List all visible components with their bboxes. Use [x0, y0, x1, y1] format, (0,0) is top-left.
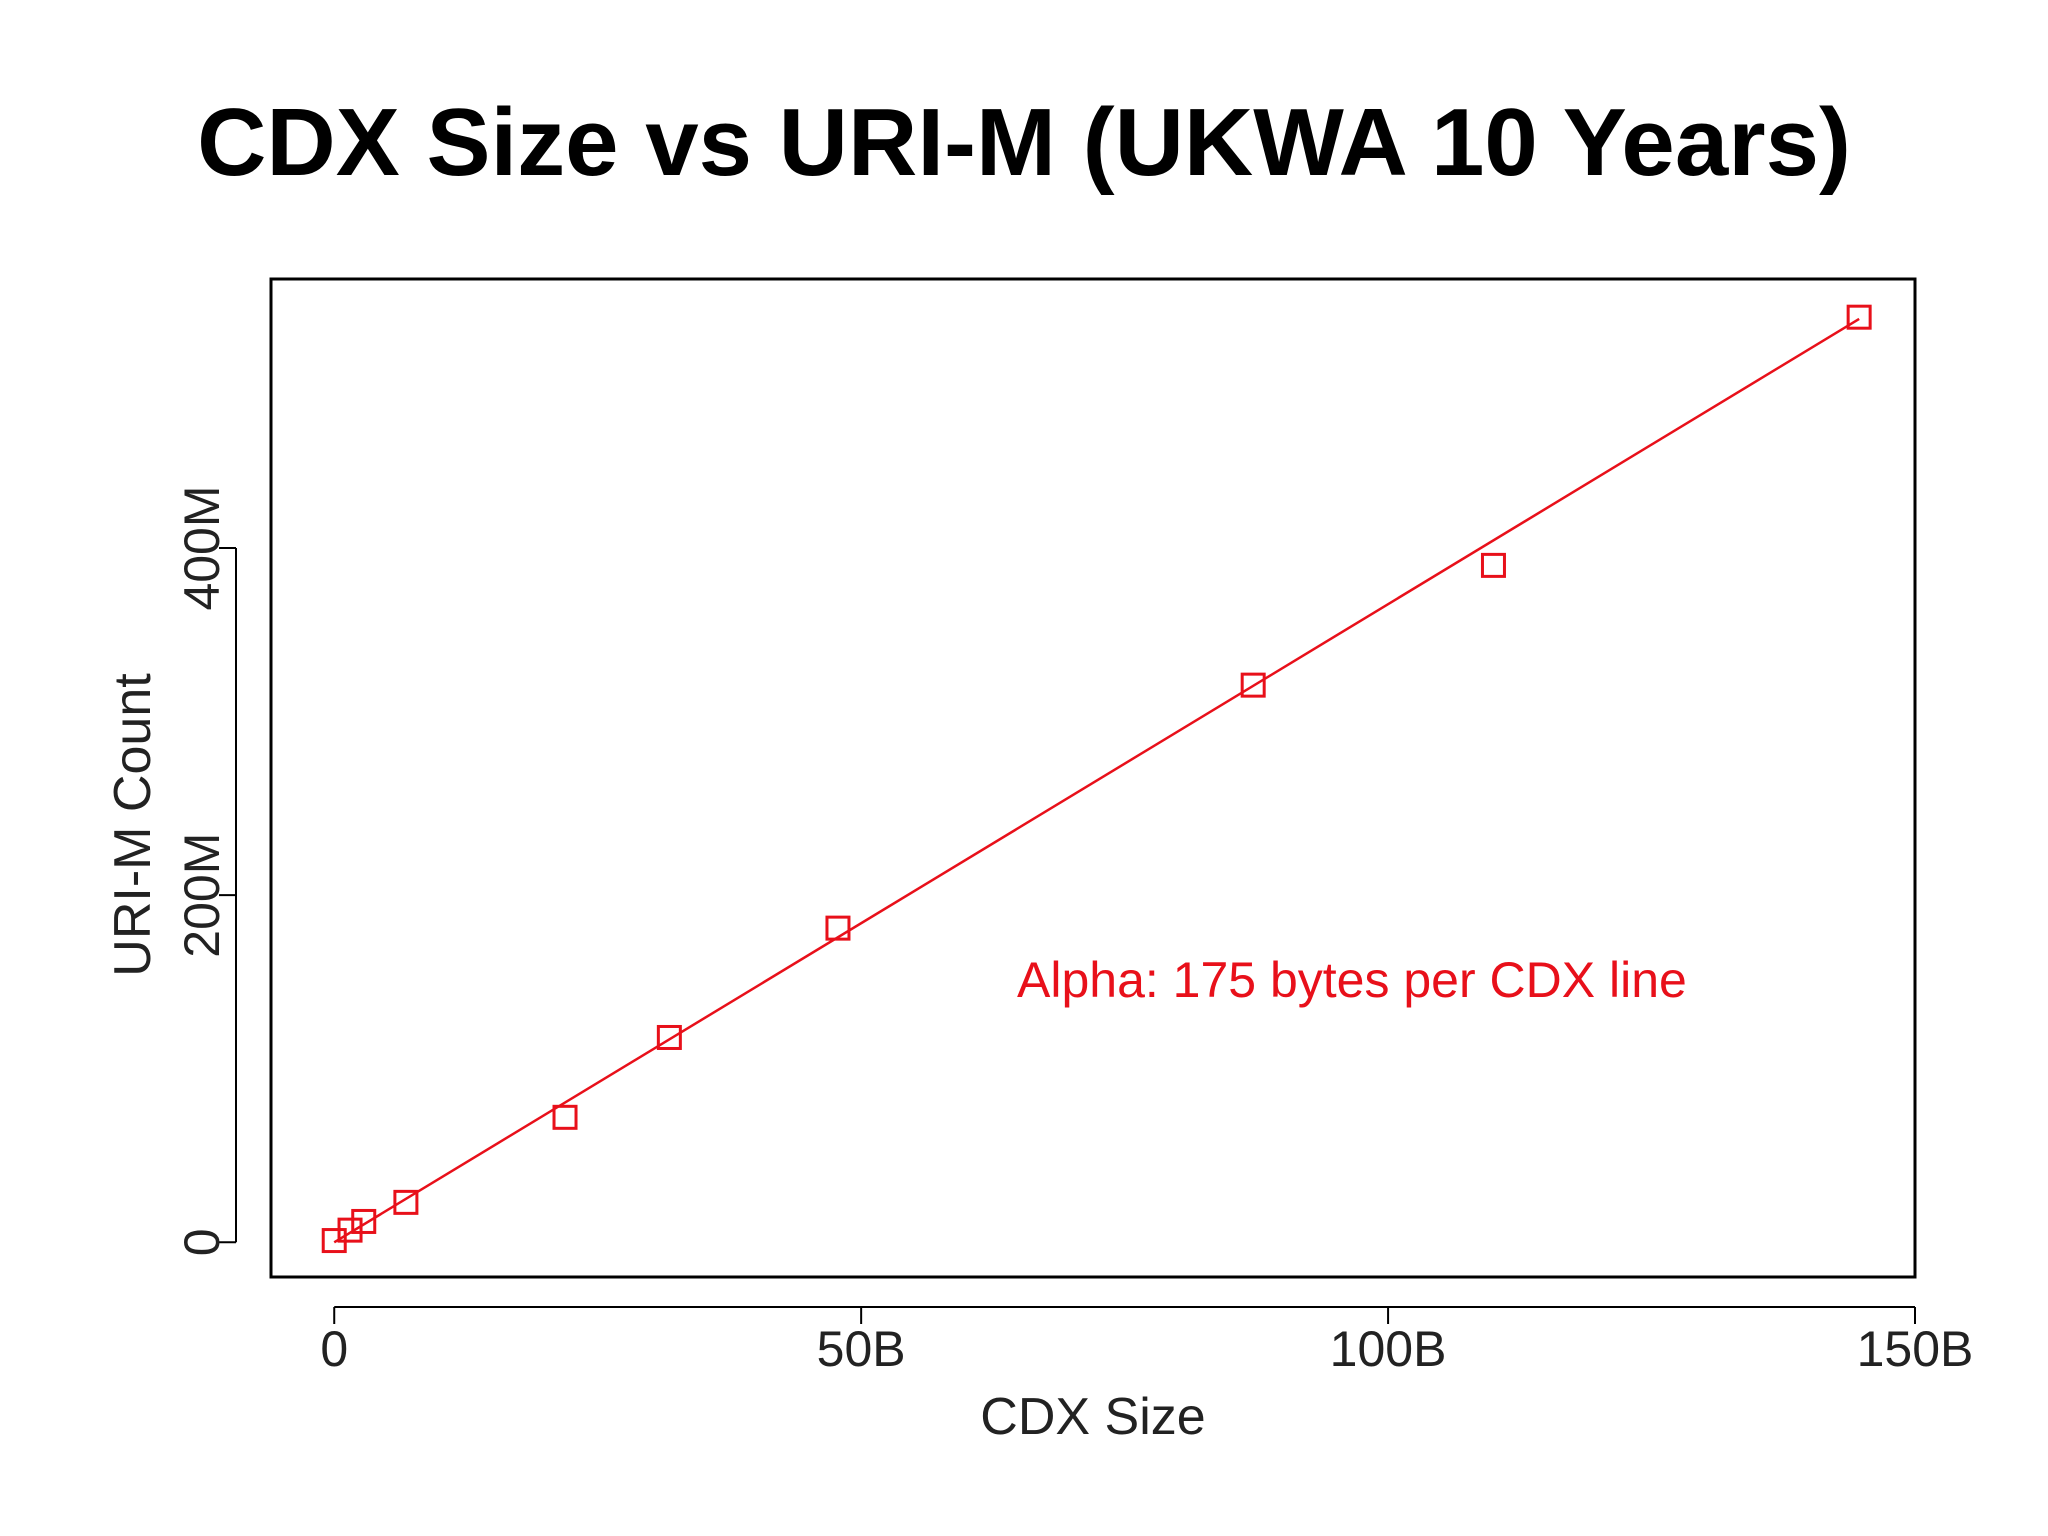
data-point: [1846, 304, 1872, 330]
data-point: [1480, 552, 1506, 578]
y-axis-title: URI-M Count: [104, 673, 162, 977]
data-point: [552, 1104, 578, 1130]
data-point: [351, 1208, 377, 1234]
x-tick-label: 50B: [817, 1321, 906, 1377]
data-point: [337, 1217, 363, 1243]
x-axis-title: CDX Size: [980, 1388, 1205, 1446]
fit-line-layer: [333, 317, 1860, 1244]
x-tick-label: 0: [320, 1321, 348, 1377]
chart-labels: 0 50B 100B 150B 0 200M 400M CDX Size URI-M Count…: [104, 485, 1973, 1446]
chart-title: CDX Size vs URI-M (UKWA 10 Years): [197, 89, 1851, 196]
fit-line: [333, 317, 1860, 1244]
data-point: [1240, 672, 1266, 698]
data-point: [825, 915, 851, 941]
y-tick-label: 200M: [174, 833, 230, 958]
plot-frame: [269, 277, 1917, 1279]
axes: [219, 277, 1917, 1324]
data-points: [321, 304, 1872, 1254]
y-tick-label: 0: [174, 1228, 230, 1256]
data-point: [393, 1189, 419, 1215]
y-tick-label: 400M: [174, 485, 230, 610]
data-point: [656, 1024, 682, 1050]
x-tick-label: 150B: [1857, 1321, 1974, 1377]
alpha-annotation: Alpha: 175 bytes per CDX line: [1017, 952, 1687, 1008]
x-tick-label: 100B: [1330, 1321, 1447, 1377]
